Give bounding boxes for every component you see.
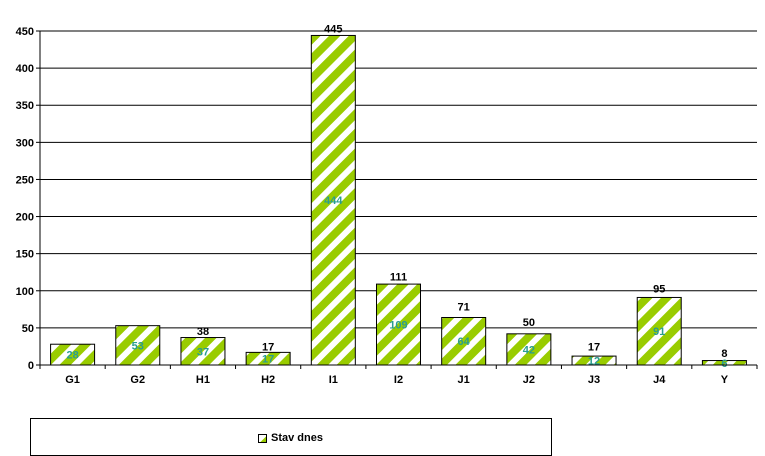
- bars: [50, 34, 747, 366]
- y-tick-label: 300: [16, 137, 34, 149]
- y-tick-label: 400: [16, 63, 34, 75]
- bar-I2: [376, 283, 421, 366]
- gridlines: [40, 30, 757, 329]
- data-label-inside: 17: [262, 354, 274, 366]
- legend-swatch: [258, 433, 267, 443]
- y-axis-ticks: 0 50 100 150 200 250 300 350 400 450: [16, 26, 40, 372]
- y-tick-label: 50: [22, 323, 34, 335]
- data-label-inside: 53: [132, 340, 144, 352]
- data-label-inside: 12: [588, 356, 600, 368]
- y-tick-label: 0: [28, 360, 34, 372]
- data-label-above: 50: [523, 317, 535, 329]
- y-tick-label: 200: [16, 212, 34, 224]
- data-label-inside: 28: [66, 350, 78, 362]
- bar-J1: [441, 316, 487, 366]
- data-label-inside: 91: [653, 326, 665, 338]
- x-tick-label: J1: [458, 374, 470, 386]
- data-label-above: 445: [324, 24, 342, 36]
- data-label-above: 38: [197, 326, 209, 338]
- data-label-inside: 109: [389, 320, 407, 332]
- y-tick-label: 150: [16, 249, 34, 261]
- x-tick-label: H2: [261, 374, 275, 386]
- x-tick-label: G2: [130, 374, 145, 386]
- x-tick-label: I2: [394, 374, 403, 386]
- bar-J4: [636, 296, 682, 366]
- x-tick-label: I1: [329, 374, 338, 386]
- data-label-above: 95: [653, 283, 665, 295]
- data-label-inside: 42: [523, 344, 535, 356]
- data-label-above: 111: [390, 272, 407, 284]
- legend-label: Stav dnes: [271, 432, 323, 444]
- category-labels: G1 G2 H1 H2 I1 I2 J1 J2 J3 J4 Y: [39, 365, 758, 386]
- y-tick-label: 250: [16, 174, 34, 186]
- y-tick-label: 350: [16, 100, 34, 112]
- legend-entry-stav-dnes: Stav dnes: [258, 432, 323, 444]
- y-tick-label: 100: [16, 286, 34, 298]
- x-tick-label: J3: [588, 374, 600, 386]
- data-label-above: 8: [721, 348, 727, 360]
- x-tick-label: H1: [196, 374, 210, 386]
- data-label-above: 17: [588, 341, 600, 353]
- bar-chart: 0 50 100 150 200 250 300 350 400 450 G1 G2 H1 H2 I1 I2…: [16, 24, 758, 386]
- data-label-inside: 64: [458, 336, 471, 348]
- data-label-above: 17: [262, 341, 274, 353]
- legend: Stav dnes: [30, 418, 552, 456]
- data-label-inside: 37: [197, 346, 209, 358]
- x-tick-label: J4: [653, 374, 666, 386]
- x-tick-label: J2: [523, 374, 535, 386]
- data-label-inside: 444: [324, 195, 343, 207]
- data-label-above: 71: [458, 301, 470, 313]
- y-tick-label: 450: [16, 26, 34, 38]
- data-label-inside: 6: [721, 358, 727, 370]
- x-tick-label: Y: [721, 374, 729, 386]
- x-tick-label: G1: [65, 374, 80, 386]
- bar-J2: [506, 333, 552, 366]
